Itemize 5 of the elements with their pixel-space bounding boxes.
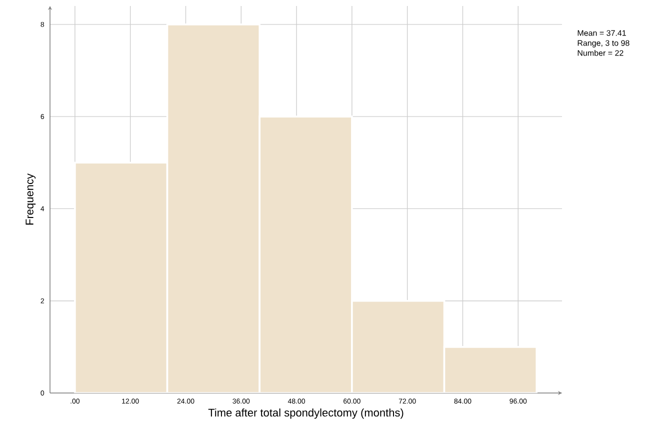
text: Number = 22 [578, 50, 624, 56]
text: Range, 3 to 98 [578, 40, 630, 48]
y-axis-title: Frequency [26, 174, 36, 225]
x-axis-title: Time after total spondylectomy (months) [208, 408, 404, 419]
text: Mean = 37.41 [578, 30, 626, 36]
